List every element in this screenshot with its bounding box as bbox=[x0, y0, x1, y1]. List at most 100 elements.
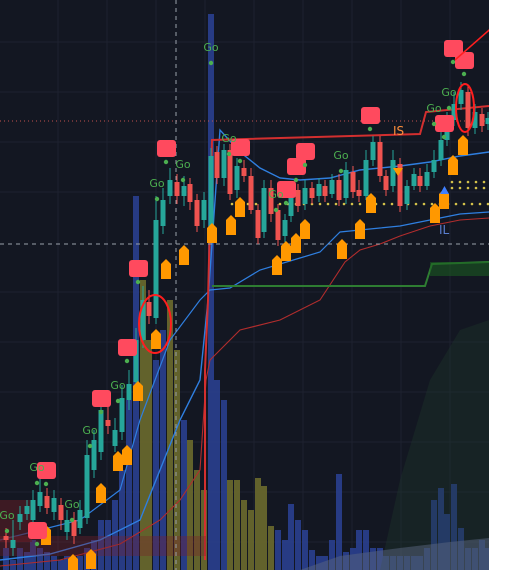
candle-body bbox=[194, 200, 200, 226]
volume-bar bbox=[187, 440, 193, 570]
volume-bar bbox=[17, 548, 23, 570]
candle-body bbox=[126, 384, 132, 400]
long-signal-marker bbox=[337, 239, 347, 259]
candle-body bbox=[17, 514, 23, 522]
candle-body bbox=[397, 164, 403, 206]
long-signal-marker bbox=[448, 155, 458, 175]
grey-cloud bbox=[300, 538, 489, 570]
candle-body bbox=[98, 410, 104, 452]
candle-body bbox=[479, 114, 485, 126]
volume-bar bbox=[268, 526, 274, 570]
level-dot bbox=[254, 202, 258, 206]
volume-bar bbox=[227, 480, 233, 570]
candle-body bbox=[275, 210, 281, 240]
candle-body bbox=[438, 140, 444, 160]
level-dot bbox=[342, 202, 346, 206]
down-triangle-icon bbox=[393, 168, 403, 176]
go-signal-dot bbox=[431, 121, 437, 127]
level-dot bbox=[358, 202, 362, 206]
long-signal-marker bbox=[430, 203, 440, 223]
go-signal-dot bbox=[273, 207, 279, 213]
volume-bar bbox=[51, 556, 57, 570]
candle-body bbox=[390, 160, 396, 186]
go-signal-label: Go bbox=[0, 509, 15, 522]
volume-bar bbox=[140, 280, 146, 570]
signal-dot bbox=[34, 541, 40, 547]
candle-body bbox=[71, 520, 77, 536]
volume-bar bbox=[316, 556, 322, 570]
volume-bar bbox=[336, 474, 342, 570]
long-signal-marker bbox=[281, 241, 291, 261]
candle-body bbox=[37, 492, 43, 506]
candle-body bbox=[51, 498, 57, 512]
volume-bar bbox=[309, 550, 315, 570]
volume-bar bbox=[275, 530, 281, 570]
volume-bar bbox=[221, 400, 227, 570]
signal-dot bbox=[163, 159, 169, 165]
candle-body bbox=[336, 180, 342, 200]
signal-dot bbox=[302, 162, 308, 168]
volume-bar bbox=[37, 548, 43, 570]
candle-body bbox=[295, 190, 301, 206]
candle-body bbox=[451, 104, 457, 120]
candle-body bbox=[112, 430, 118, 446]
green-cloud bbox=[380, 320, 489, 570]
level-dot bbox=[430, 202, 434, 206]
volume-bar bbox=[64, 556, 70, 570]
blue-trend-line bbox=[0, 211, 490, 541]
candle-body bbox=[377, 142, 383, 176]
candle-body bbox=[411, 174, 417, 186]
sell-signal-box bbox=[28, 522, 47, 539]
candle-body bbox=[146, 302, 152, 316]
long-signal-marker bbox=[151, 329, 161, 349]
long-signal-marker bbox=[113, 451, 123, 471]
candle-body bbox=[221, 150, 227, 178]
volume-bar bbox=[58, 560, 64, 570]
volume-bar bbox=[153, 360, 159, 570]
sell-signal-box bbox=[287, 158, 306, 175]
long-signal-marker bbox=[366, 193, 376, 213]
long-signal-marker bbox=[458, 135, 468, 155]
signal-dot bbox=[450, 59, 456, 65]
level-dot bbox=[422, 202, 426, 206]
go-signal-label: Go bbox=[333, 149, 349, 162]
volume-bar bbox=[261, 486, 267, 570]
level-dot bbox=[466, 186, 470, 190]
long-signal-marker bbox=[300, 219, 310, 239]
candle-body bbox=[343, 170, 349, 198]
candle-body bbox=[167, 180, 173, 196]
volume-bar bbox=[112, 500, 118, 570]
volume-bar bbox=[77, 556, 83, 570]
long-signal-marker bbox=[226, 215, 236, 235]
label-il: IL bbox=[439, 223, 450, 237]
blue-fast-line bbox=[0, 128, 490, 561]
candle-body bbox=[160, 200, 166, 226]
long-signal-marker bbox=[272, 255, 282, 275]
go-signal-label: Go bbox=[441, 86, 457, 99]
signal-dot bbox=[441, 134, 447, 140]
volume-bar bbox=[214, 380, 220, 570]
sell-signal-box bbox=[361, 107, 380, 124]
go-signal-dot bbox=[208, 60, 214, 66]
volume-bar bbox=[146, 340, 152, 570]
candle-body bbox=[465, 92, 471, 128]
volume-bar bbox=[24, 552, 30, 570]
candle-body bbox=[458, 90, 464, 104]
signal-labels: Go Go Go Go Go Go Go Go Go Go Go Go Go bbox=[0, 41, 457, 534]
level-dot bbox=[450, 186, 454, 190]
signal-dot bbox=[237, 158, 243, 164]
go-signal-label: Go bbox=[203, 41, 219, 54]
level-dot bbox=[486, 202, 490, 206]
candle-body bbox=[214, 152, 220, 178]
volume-bar bbox=[438, 488, 444, 570]
long-signal-marker bbox=[235, 197, 245, 217]
level-dot bbox=[454, 202, 458, 206]
volume-bar bbox=[255, 478, 261, 570]
go-signal-dot bbox=[338, 168, 344, 174]
sell-signal-box bbox=[277, 181, 296, 198]
volume-bar bbox=[248, 510, 254, 570]
long-signal-marker bbox=[207, 223, 217, 243]
candle-body bbox=[30, 500, 36, 520]
long-signal-marker bbox=[86, 549, 96, 569]
